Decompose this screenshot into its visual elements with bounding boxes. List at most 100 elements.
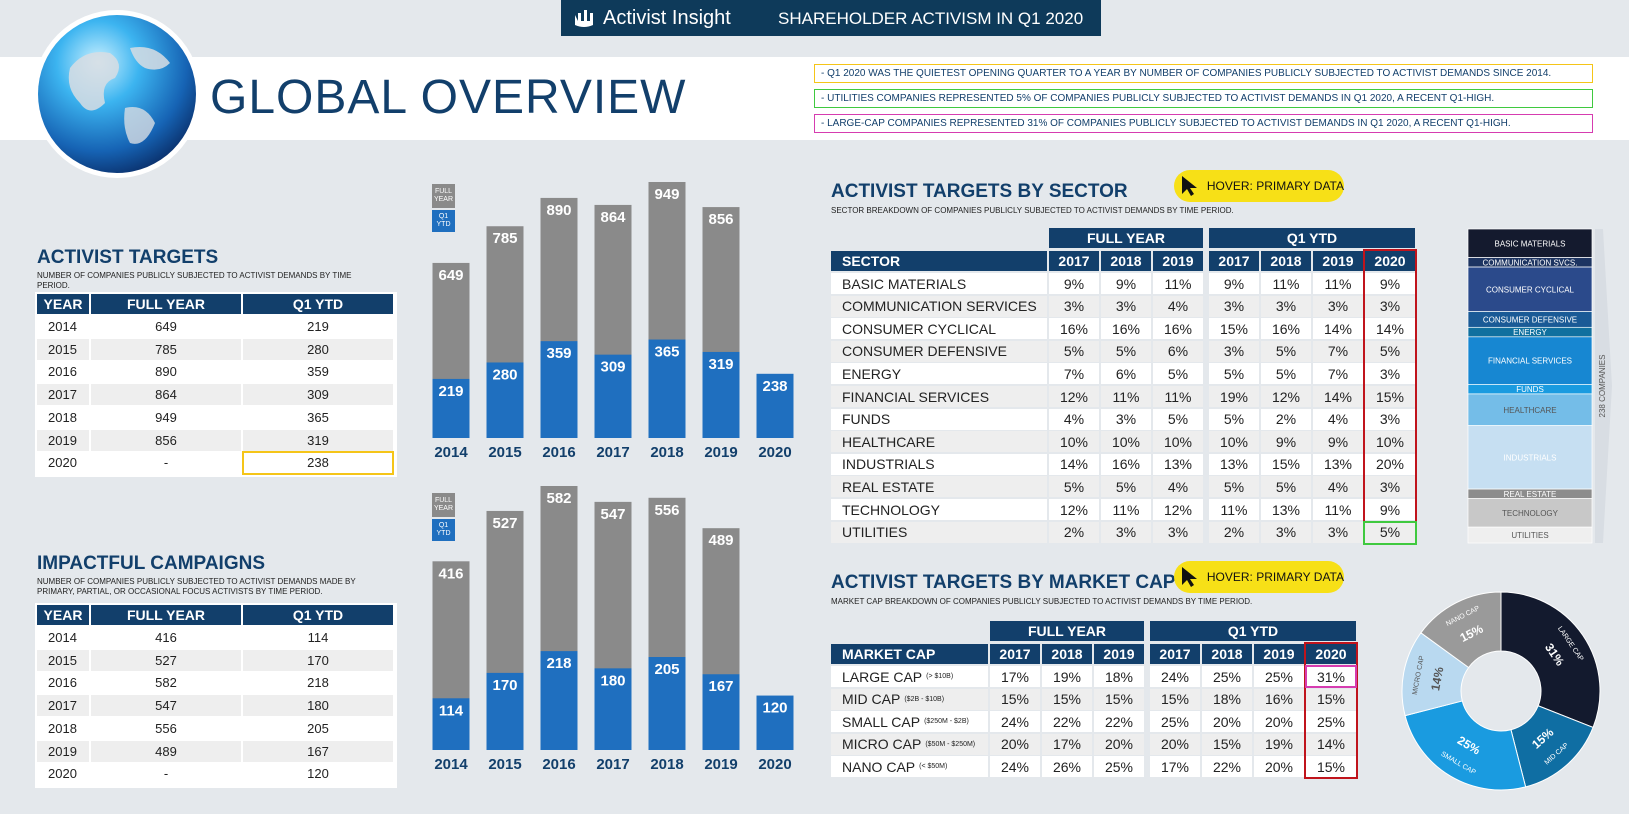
bar — [756, 373, 794, 438]
group-header: FULL YEAR — [990, 621, 1144, 641]
table-cell: 20% — [1254, 711, 1304, 733]
table-cell: 5% — [1365, 340, 1415, 362]
legend-entry: Q1 YTD — [432, 210, 455, 232]
table-cell: 14% — [1313, 386, 1363, 407]
table-cell: 2020 — [37, 763, 89, 785]
table-header-cell: 2017 — [990, 644, 1040, 664]
table-cell: 17% — [1042, 733, 1092, 755]
table-cell: 2019 — [37, 429, 89, 451]
bar — [756, 695, 794, 750]
table-cell: 2% — [1261, 408, 1311, 430]
bar — [432, 698, 470, 750]
table-cell: 20% — [1150, 733, 1200, 755]
table-cell: ENERGY — [831, 363, 1047, 385]
table-cell: 5% — [1209, 408, 1259, 430]
highlight — [1363, 520, 1417, 545]
segment-label: FINANCIAL SERVICES — [1488, 357, 1572, 366]
table-header-cell: FULL YEAR — [91, 294, 241, 314]
table-cell: 7% — [1313, 340, 1363, 362]
section-subtitle: NUMBER OF COMPANIES PUBLICLY SUBJECTED T… — [37, 271, 352, 290]
table-cell: 22% — [1094, 711, 1144, 733]
table-cell: HEALTHCARE — [831, 431, 1047, 453]
table-cell: 5% — [1049, 476, 1099, 498]
table-cell: 16% — [1254, 688, 1304, 710]
table-cell: 2016 — [37, 672, 89, 694]
table-cell: 13% — [1261, 499, 1311, 520]
value-label: 238 — [762, 378, 787, 395]
table-cell: 9% — [1049, 273, 1099, 294]
row-name: MICRO CAP — [842, 736, 922, 753]
table-header-cell: 2019 — [1313, 251, 1363, 271]
segment — [1467, 228, 1593, 258]
donut-slice — [1404, 700, 1527, 791]
table-cell: 16% — [1153, 318, 1203, 340]
segment — [1467, 526, 1593, 544]
bar — [540, 341, 578, 438]
bar — [648, 657, 686, 750]
table-cell: 4% — [1313, 476, 1363, 498]
row-name: MID CAP — [842, 691, 901, 708]
table-cell: 25% — [1094, 756, 1144, 778]
table-cell: 2014 — [37, 316, 89, 338]
table-cell: 11% — [1313, 499, 1363, 520]
table-cell: 5% — [1049, 340, 1099, 362]
table-header-cell: SECTOR — [831, 251, 1047, 271]
table-cell: 7% — [1313, 363, 1363, 385]
value-label: 280 — [492, 366, 517, 383]
brand: Activist Insight — [603, 7, 731, 29]
table-cell: 26% — [1042, 756, 1092, 778]
bar — [432, 378, 470, 438]
table-cell: 25% — [1306, 711, 1356, 733]
table-cell: 890 — [91, 361, 241, 383]
table-header-cell: 2018 — [1042, 644, 1092, 664]
segment-label: FUNDS — [1516, 385, 1544, 394]
hover-badge[interactable]: HOVER: PRIMARY DATA — [1174, 170, 1344, 202]
table-cell: 3% — [1313, 521, 1363, 543]
table-cell: 582 — [91, 672, 241, 694]
table-cell: 9% — [1313, 431, 1363, 453]
table-cell: 3% — [1153, 521, 1203, 543]
note: - Q1 2020 WAS THE QUIETEST OPENING QUART… — [814, 64, 1593, 83]
table-cell: 11% — [1209, 499, 1259, 520]
table-cell: 2020 — [37, 452, 89, 474]
table-cell: 3% — [1261, 295, 1311, 317]
table-cell: 218 — [243, 672, 393, 694]
table-header-cell: YEAR — [37, 294, 89, 314]
table-cell: 13% — [1209, 453, 1259, 475]
row-name: LARGE CAP — [842, 668, 923, 685]
hover-badge[interactable]: HOVER: PRIMARY DATA — [1174, 561, 1344, 593]
table-cell: FUNDS — [831, 408, 1047, 430]
table-header-cell: 2018 — [1261, 251, 1311, 271]
table-header-cell: YEAR — [37, 605, 89, 625]
table-cell: 5% — [1261, 363, 1311, 385]
value-label: 120 — [762, 700, 787, 717]
segment-label: HEALTHCARE — [1503, 406, 1556, 415]
table-cell: 11% — [1153, 273, 1203, 294]
table-cell: 15% — [1209, 318, 1259, 340]
table-cell: 3% — [1209, 295, 1259, 317]
table-cell: 16% — [1101, 318, 1151, 340]
globe — [33, 10, 201, 178]
table-header-cell: Q1 YTD — [243, 605, 393, 625]
value-label: 205 — [654, 661, 679, 678]
table-header-cell: 2019 — [1094, 644, 1144, 664]
table-cell: 15% — [1094, 688, 1144, 710]
table-cell: 14% — [1306, 733, 1356, 755]
header-title: SHAREHOLDER ACTIVISM IN Q1 2020 — [778, 9, 1084, 28]
table-cell: 205 — [243, 717, 393, 739]
value-label: 319 — [708, 356, 733, 373]
row-note: (< $50M) — [919, 763, 948, 771]
cursor-icon — [1176, 562, 1203, 592]
table-cell: 120 — [243, 763, 393, 785]
table-cell: 5% — [1153, 363, 1203, 385]
highlight — [242, 451, 394, 475]
value-label: 180 — [600, 672, 625, 689]
table-cell: MICRO CAP ($50M - $250M) — [831, 733, 988, 755]
table-cell: CONSUMER DEFENSIVE — [831, 340, 1047, 362]
table-cell: 3% — [1101, 521, 1151, 543]
table-cell: 180 — [243, 695, 393, 717]
table-cell: BASIC MATERIALS — [831, 273, 1047, 294]
table-cell: 13% — [1153, 453, 1203, 475]
legend-entry: Q1 YTD — [432, 519, 455, 541]
table-cell: - — [91, 763, 241, 785]
